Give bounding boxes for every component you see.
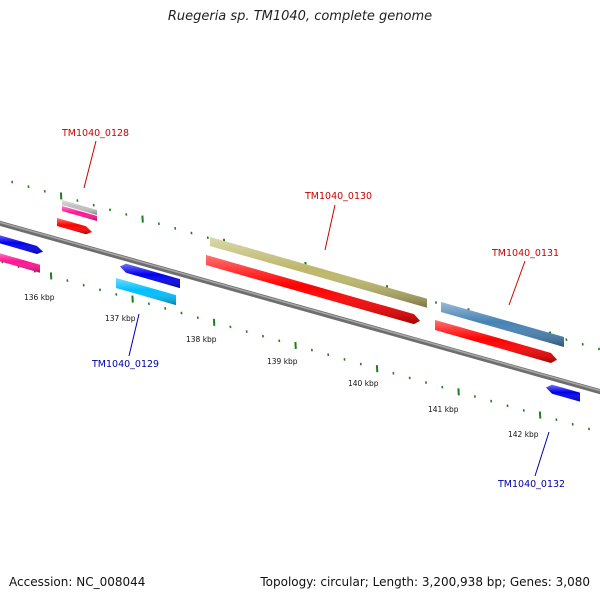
gene-bar-pink-0128-shading: [62, 206, 97, 221]
gene-label-tm1040-0132[interactable]: TM1040_0132: [497, 479, 565, 490]
genome-backbone: [0, 220, 600, 395]
gene-bar-steel-0131-shading: [441, 302, 564, 347]
map-title: Ruegeria sp. TM1040, complete genome: [167, 9, 433, 24]
gene-arrow-red-0131-shading: [435, 320, 557, 364]
scale-label-136: 136 kbp: [24, 293, 55, 302]
gene-label-tm1040-0131[interactable]: TM1040_0131: [491, 248, 559, 259]
scale-label-137: 137 kbp: [105, 314, 136, 323]
leader-0128: [83, 140, 97, 189]
gene-arrow-red-0130-shading: [206, 255, 420, 325]
leader-0129: [128, 313, 140, 357]
scale-label-142: 142 kbp: [508, 430, 539, 439]
gene-arrow-blue-0132-shading: [546, 384, 580, 402]
genome-stats-text: Topology: circular; Length: 3,200,938 bp…: [260, 575, 590, 589]
gene-arrow-blue-0129-shading: [120, 263, 180, 289]
leader-0130: [324, 204, 336, 251]
backbone-highlight: [0, 221, 600, 392]
scale-labels: 136 kbp 137 kbp 138 kbp 139 kbp 140 kbp …: [24, 293, 539, 439]
gene-bar-gray-0128-shading: [62, 200, 97, 215]
gene-bar-khaki-0130-shading: [210, 237, 427, 308]
backbone-line: [0, 220, 600, 395]
gene-label-tm1040-0128[interactable]: TM1040_0128: [61, 128, 129, 139]
gene-bar-cyan-0129-shading: [116, 278, 176, 306]
gene-features: [0, 200, 580, 402]
gene-labels: TM1040_0128 TM1040_0129 TM1040_0130 TM10…: [61, 128, 565, 490]
gene-label-tm1040-0130[interactable]: TM1040_0130: [304, 191, 372, 202]
gene-arrow-red-0128-shading: [57, 218, 92, 235]
gene-label-tm1040-0129[interactable]: TM1040_0129: [91, 359, 159, 370]
leader-0131: [508, 260, 526, 306]
leader-0132: [534, 431, 550, 477]
gene-bar-blue-left-shading: [0, 235, 43, 254]
accession-text: Accession: NC_008044: [9, 575, 146, 589]
scale-label-140: 140 kbp: [348, 379, 379, 388]
label-leader-lines: [83, 140, 550, 477]
scale-label-141: 141 kbp: [428, 405, 459, 414]
gene-bar-pink-left-shading: [0, 253, 40, 273]
scale-label-138: 138 kbp: [186, 335, 217, 344]
scale-label-139: 139 kbp: [267, 357, 298, 366]
